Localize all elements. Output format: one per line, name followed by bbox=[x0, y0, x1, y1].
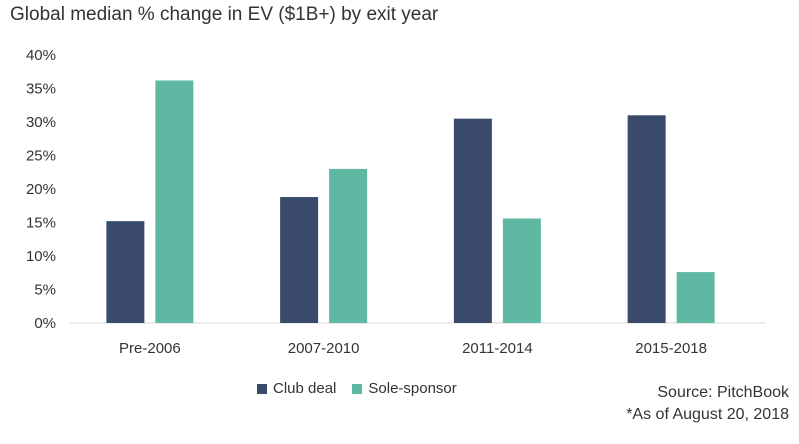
legend-swatch-club-deal bbox=[257, 383, 267, 394]
bar-club-deal-2015-2018 bbox=[627, 115, 666, 323]
y-tick-label: 0% bbox=[34, 315, 56, 332]
y-tick-label: 30% bbox=[26, 114, 56, 131]
source-note: Source: PitchBook *As of August 20, 2018 bbox=[626, 382, 789, 426]
y-tick-label: 35% bbox=[26, 81, 56, 98]
legend: Club deal Sole-sponsor bbox=[257, 380, 473, 397]
bar-sole-sponsor-2007-2010 bbox=[329, 168, 368, 323]
legend-label-club-deal: Club deal bbox=[273, 380, 337, 397]
bar-club-deal-2011-2014 bbox=[453, 118, 492, 324]
source-line: Source: PitchBook bbox=[657, 384, 789, 401]
bar-club-deal-2007-2010 bbox=[280, 197, 319, 323]
legend-swatch-sole-sponsor bbox=[352, 383, 363, 394]
bar-sole-sponsor-2011-2014 bbox=[502, 218, 541, 323]
y-tick-label: 25% bbox=[26, 148, 56, 165]
legend-label-sole-sponsor: Sole-sponsor bbox=[368, 380, 457, 397]
y-tick-label: 5% bbox=[34, 282, 56, 299]
y-tick-label: 20% bbox=[26, 181, 56, 198]
bar-sole-sponsor-pre-2006 bbox=[155, 80, 194, 324]
y-tick-label: 15% bbox=[26, 215, 56, 232]
x-category-label: Pre-2006 bbox=[119, 340, 181, 357]
x-category-label: 2015-2018 bbox=[635, 340, 707, 357]
x-category-label: 2007-2010 bbox=[288, 340, 360, 357]
y-tick-label: 40% bbox=[26, 47, 56, 64]
y-tick-label: 10% bbox=[26, 248, 56, 265]
x-axis-labels: Pre-2006 2007-2010 2011-2014 2015-2018 bbox=[119, 340, 707, 357]
legend-item-club-deal: Club deal bbox=[257, 380, 336, 397]
bars bbox=[106, 80, 715, 324]
bar-club-deal-pre-2006 bbox=[106, 221, 145, 323]
as-of-date: *As of August 20, 2018 bbox=[626, 406, 789, 423]
chart-title: Global median % change in EV ($1B+) by e… bbox=[10, 4, 439, 25]
y-axis: 0% 5% 10% 15% 20% 25% 30% 35% 40% bbox=[26, 47, 56, 332]
legend-item-sole-sponsor: Sole-sponsor bbox=[352, 380, 457, 397]
x-category-label: 2011-2014 bbox=[462, 340, 533, 357]
bar-sole-sponsor-2015-2018 bbox=[676, 272, 715, 323]
